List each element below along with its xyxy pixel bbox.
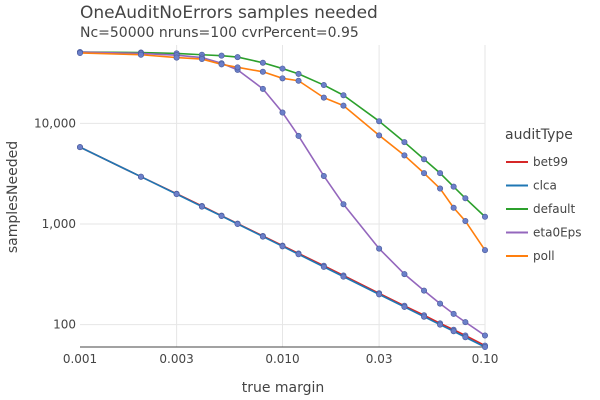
data-point-default bbox=[218, 52, 225, 59]
data-point-clca bbox=[481, 343, 488, 350]
data-point-clca bbox=[462, 334, 469, 341]
data-point-default bbox=[340, 92, 347, 99]
data-point-clca bbox=[259, 233, 266, 240]
data-point-poll bbox=[77, 49, 84, 56]
data-point-poll bbox=[218, 61, 225, 68]
series-layer bbox=[77, 49, 488, 350]
data-point-clca bbox=[376, 291, 383, 298]
data-point-clca bbox=[340, 273, 347, 280]
axis-layer: 0.001 0.003 0.010 0.03 0.10 100 1,000 10,000 bbox=[34, 116, 498, 366]
data-point-eta0Eps bbox=[279, 109, 286, 116]
legend-label-clca: clca bbox=[533, 179, 557, 193]
data-point-default bbox=[462, 195, 469, 202]
data-point-eta0Eps bbox=[401, 271, 408, 278]
data-point-clca bbox=[234, 221, 241, 228]
data-point-default bbox=[279, 65, 286, 72]
data-point-poll bbox=[279, 75, 286, 82]
data-point-poll bbox=[259, 68, 266, 75]
data-point-clca bbox=[450, 328, 457, 335]
data-point-clca bbox=[421, 313, 428, 320]
data-point-poll bbox=[340, 102, 347, 109]
data-point-clca bbox=[77, 144, 84, 151]
data-point-clca bbox=[295, 251, 302, 258]
data-point-poll bbox=[376, 132, 383, 139]
legend-label-eta0Eps: eta0Eps bbox=[533, 226, 582, 240]
data-point-default bbox=[481, 213, 488, 220]
data-point-poll bbox=[137, 51, 144, 58]
data-point-eta0Eps bbox=[340, 201, 347, 208]
x-tick-label: 0.010 bbox=[265, 352, 299, 366]
legend-label-default: default bbox=[533, 202, 576, 216]
data-point-clca bbox=[173, 191, 180, 198]
data-point-default bbox=[401, 139, 408, 146]
legend-layer: bet99 clca default eta0Eps poll bbox=[506, 155, 582, 263]
y-tick-label: 100 bbox=[53, 318, 76, 332]
x-tick-label: 0.003 bbox=[159, 352, 193, 366]
data-point-eta0Eps bbox=[450, 310, 457, 317]
data-point-poll bbox=[198, 56, 205, 63]
data-point-poll bbox=[401, 152, 408, 159]
data-point-clca bbox=[137, 173, 144, 180]
data-point-default bbox=[421, 156, 428, 163]
data-point-eta0Eps bbox=[481, 332, 488, 339]
data-point-clca bbox=[218, 213, 225, 220]
data-point-default bbox=[259, 59, 266, 66]
x-axis-title: true margin bbox=[242, 380, 325, 396]
data-point-default bbox=[450, 183, 457, 190]
data-point-clca bbox=[279, 243, 286, 250]
data-point-eta0Eps bbox=[376, 245, 383, 252]
chart-title: OneAuditNoErrors samples needed bbox=[80, 3, 378, 23]
data-point-poll bbox=[234, 64, 241, 71]
data-point-poll bbox=[295, 77, 302, 84]
data-point-default bbox=[295, 70, 302, 77]
data-point-clca bbox=[401, 303, 408, 310]
data-point-eta0Eps bbox=[437, 300, 444, 307]
data-point-default bbox=[376, 118, 383, 125]
legend-label-poll: poll bbox=[533, 249, 555, 263]
x-tick-label: 0.03 bbox=[366, 352, 393, 366]
y-axis-title: samplesNeeded bbox=[5, 141, 21, 253]
data-point-eta0Eps bbox=[462, 319, 469, 326]
y-tick-label: 10,000 bbox=[34, 116, 76, 130]
data-point-eta0Eps bbox=[421, 287, 428, 294]
grid-layer bbox=[80, 45, 486, 347]
data-point-poll bbox=[462, 218, 469, 225]
data-point-clca bbox=[320, 263, 327, 270]
data-point-eta0Eps bbox=[295, 132, 302, 139]
data-point-eta0Eps bbox=[320, 172, 327, 179]
x-tick-label: 0.001 bbox=[63, 352, 97, 366]
data-point-poll bbox=[450, 204, 457, 211]
data-point-default bbox=[437, 170, 444, 177]
data-point-clca bbox=[437, 321, 444, 328]
x-tick-label: 0.10 bbox=[472, 352, 499, 366]
data-point-poll bbox=[421, 170, 428, 177]
legend-title: auditType bbox=[505, 127, 573, 143]
data-point-default bbox=[234, 54, 241, 61]
legend-label-bet99: bet99 bbox=[533, 155, 568, 169]
series-line-default bbox=[79, 51, 486, 218]
data-point-poll bbox=[437, 185, 444, 192]
chart-subtitle: Nc=50000 nruns=100 cvrPercent=0.95 bbox=[80, 25, 359, 41]
data-point-poll bbox=[173, 54, 180, 61]
data-point-eta0Eps bbox=[259, 85, 266, 92]
data-point-poll bbox=[320, 94, 327, 101]
series-line-poll bbox=[79, 52, 486, 251]
data-point-clca bbox=[198, 203, 205, 210]
data-point-default bbox=[320, 82, 327, 89]
data-point-poll bbox=[481, 247, 488, 254]
y-tick-label: 1,000 bbox=[42, 217, 76, 231]
